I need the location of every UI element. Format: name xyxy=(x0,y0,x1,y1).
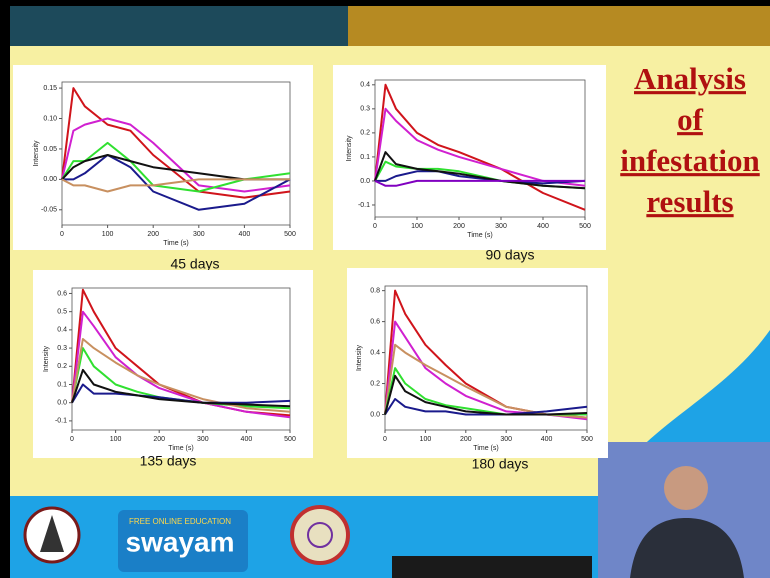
chart-caption: 45 days xyxy=(170,256,219,272)
toolbar[interactable] xyxy=(392,556,592,578)
x-tick-label: 0 xyxy=(373,223,377,230)
title-line: Analysis xyxy=(634,61,746,96)
y-tick-label: -0.1 xyxy=(358,202,370,209)
x-tick-label: 200 xyxy=(453,223,465,230)
y-axis-label: Intensity xyxy=(356,344,363,371)
x-tick-label: 200 xyxy=(147,231,159,238)
x-tick-label: 0 xyxy=(60,231,64,238)
y-tick-label: 0.2 xyxy=(360,130,370,137)
chart-caption: 180 days xyxy=(472,456,529,472)
x-axis-label: Time (s) xyxy=(467,232,492,239)
y-tick-label: 0.4 xyxy=(57,327,67,334)
x-tick-label: 100 xyxy=(411,223,423,230)
chart-caption: 135 days xyxy=(140,453,197,469)
y-tick-label: 0.5 xyxy=(57,309,67,316)
x-tick-label: 200 xyxy=(460,436,472,443)
header-bar-left xyxy=(10,6,348,46)
y-axis-label: Intensity xyxy=(33,140,40,167)
x-tick-label: 0 xyxy=(383,436,387,443)
x-tick-label: 500 xyxy=(581,436,593,443)
x-tick-label: 100 xyxy=(110,436,122,443)
x-tick-label: 500 xyxy=(284,436,296,443)
title-line: results xyxy=(646,184,733,219)
y-tick-label: 0.3 xyxy=(360,106,370,113)
logo-tagline: FREE ONLINE EDUCATION xyxy=(129,517,231,526)
x-tick-label: 400 xyxy=(241,436,253,443)
y-tick-label: 0.00 xyxy=(43,176,57,183)
logo-name: swayam xyxy=(126,526,235,557)
slide: FREE ONLINE EDUCATION swayam Analysis of… xyxy=(0,0,770,578)
y-tick-label: 0.1 xyxy=(57,381,67,388)
y-tick-label: 0.2 xyxy=(370,380,380,387)
y-tick-label: 0.0 xyxy=(370,411,380,418)
y-tick-label: 0.8 xyxy=(370,287,380,294)
title-line: of xyxy=(677,102,704,137)
x-tick-label: 400 xyxy=(541,436,553,443)
y-tick-label: 0.10 xyxy=(43,115,57,122)
y-tick-label: 0.0 xyxy=(360,178,370,185)
x-axis-label: Time (s) xyxy=(163,240,188,247)
y-tick-label: 0.4 xyxy=(370,349,380,356)
x-tick-label: 100 xyxy=(420,436,432,443)
x-tick-label: 400 xyxy=(239,231,251,238)
title-line: infestation xyxy=(620,143,760,178)
y-tick-label: 0.3 xyxy=(57,345,67,352)
y-tick-label: 0.1 xyxy=(360,154,370,161)
y-tick-label: 0.2 xyxy=(57,363,67,370)
emblem-logo xyxy=(292,507,348,563)
y-axis-label: Intensity xyxy=(43,345,50,372)
x-tick-label: 200 xyxy=(153,436,165,443)
y-tick-label: 0.05 xyxy=(43,146,57,153)
x-tick-label: 300 xyxy=(500,436,512,443)
x-tick-label: 300 xyxy=(193,231,205,238)
y-tick-label: -0.05 xyxy=(41,207,57,214)
page: {"slide": {"title_lines": ["Analysis", "… xyxy=(0,0,770,578)
chart-caption: 90 days xyxy=(485,247,534,263)
chart-panel xyxy=(13,65,313,250)
y-axis-label: Intensity xyxy=(346,135,353,162)
header-bar-right xyxy=(348,6,770,46)
y-tick-label: -0.1 xyxy=(55,418,67,425)
iit-logo xyxy=(25,508,79,562)
x-tick-label: 400 xyxy=(537,223,549,230)
y-tick-label: 0.6 xyxy=(57,290,67,297)
x-tick-label: 0 xyxy=(70,436,74,443)
x-axis-label: Time (s) xyxy=(168,445,193,452)
x-axis-label: Time (s) xyxy=(473,445,498,452)
x-tick-label: 300 xyxy=(197,436,209,443)
y-tick-label: 0.6 xyxy=(370,318,380,325)
x-tick-label: 500 xyxy=(284,231,296,238)
presenter-video xyxy=(598,442,770,578)
y-tick-label: 0.15 xyxy=(43,85,57,92)
y-tick-label: 0.4 xyxy=(360,82,370,89)
x-tick-label: 100 xyxy=(102,231,114,238)
chart-panel xyxy=(347,268,608,458)
y-tick-label: 0.0 xyxy=(57,400,67,407)
x-tick-label: 300 xyxy=(495,223,507,230)
swayam-logo: FREE ONLINE EDUCATION swayam xyxy=(118,510,248,572)
x-tick-label: 500 xyxy=(579,223,591,230)
